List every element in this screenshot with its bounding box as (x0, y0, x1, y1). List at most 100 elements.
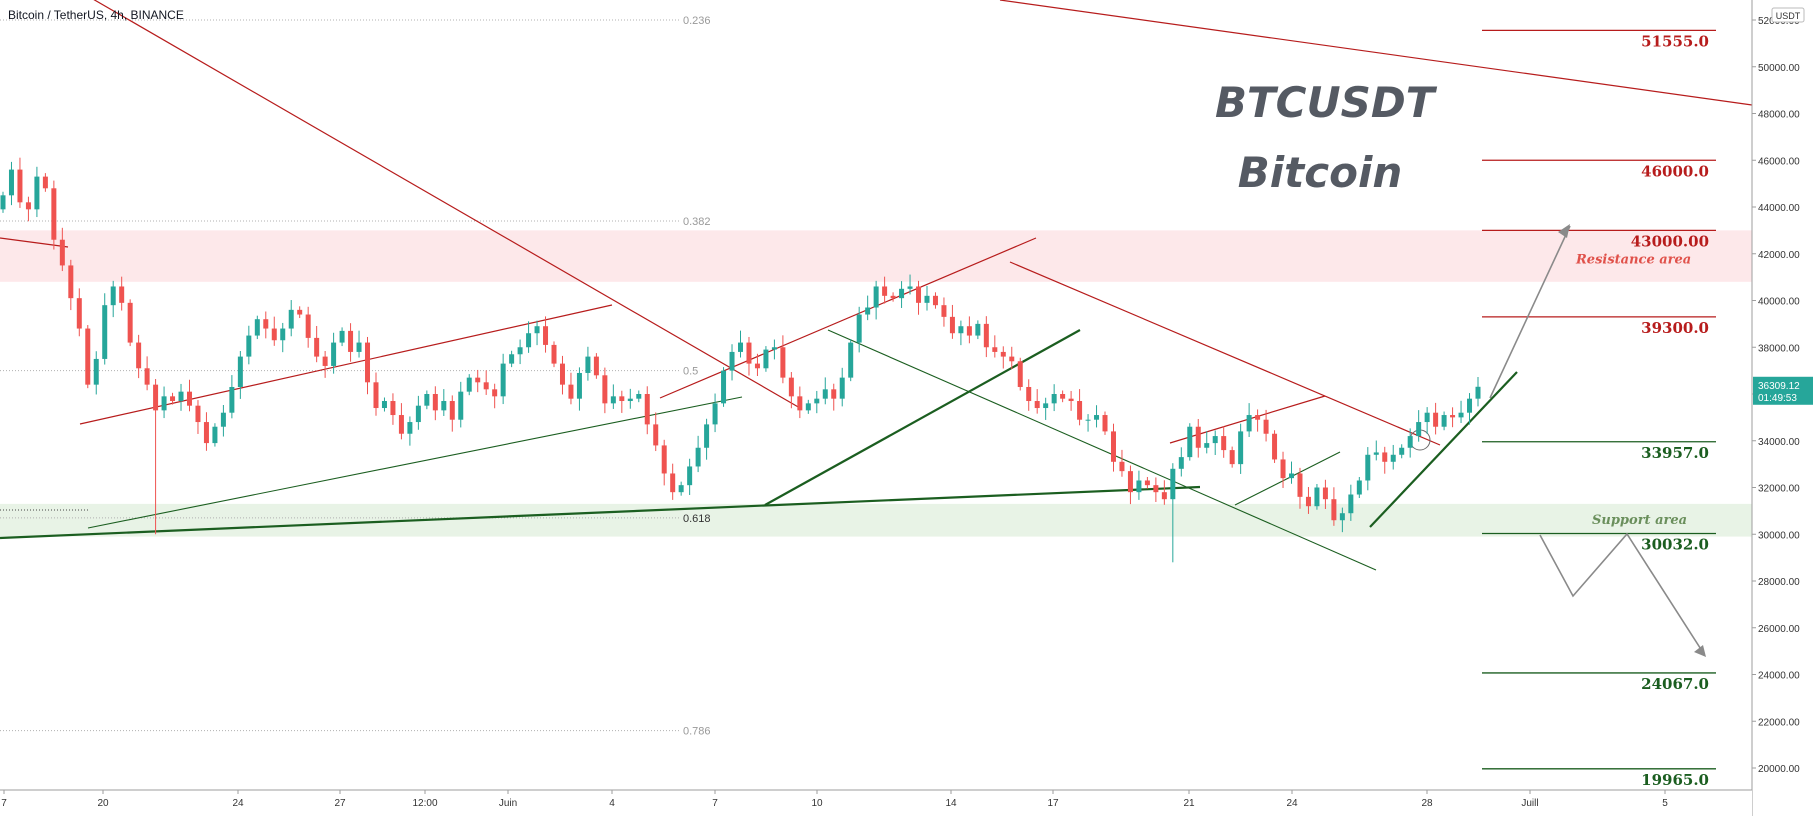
fib-label: 0.382 (683, 216, 711, 228)
candle (1390, 454, 1396, 462)
candle (848, 342, 854, 378)
time-tick-label: 4 (609, 798, 615, 809)
candle (76, 298, 82, 329)
price-tick-label: 50000.00 (1758, 63, 1800, 74)
time-tick-label: Juin (499, 798, 517, 809)
time-tick-label: 28 (1421, 798, 1433, 809)
candle (254, 319, 260, 336)
candle (356, 342, 362, 352)
candle (687, 466, 693, 486)
candle (1467, 398, 1473, 413)
candle (1009, 356, 1015, 362)
fib-label: 0.236 (683, 15, 711, 27)
currency-badge (1771, 7, 1805, 23)
candle (1280, 459, 1286, 479)
candle (1305, 496, 1311, 507)
candle (161, 396, 167, 411)
candle (526, 333, 532, 348)
candle (1373, 452, 1379, 455)
candle (670, 473, 676, 493)
time-axis: 7 20 24 27 12:00 Juin 4 7 10 14 17 21 24 28 Juill 5 (0, 789, 1752, 816)
time-axis-bg (0, 790, 1752, 816)
candle (619, 396, 625, 402)
candle (136, 342, 142, 369)
candle (297, 309, 303, 315)
fib-label: 0.5 (683, 366, 698, 378)
candle (42, 176, 48, 189)
candle (509, 354, 515, 364)
candle (1017, 361, 1023, 387)
candle (1085, 419, 1091, 421)
candle (144, 368, 150, 385)
candle (738, 342, 743, 352)
candle (237, 356, 243, 387)
candle (0, 195, 6, 210)
level-label: 43000.00 (1631, 232, 1709, 250)
time-tick-label: 12:00 (412, 798, 437, 809)
candle (1382, 452, 1388, 462)
candle (814, 398, 820, 404)
candle (271, 328, 277, 341)
candle (551, 344, 557, 364)
candle (1043, 403, 1049, 409)
time-tick-label: 14 (945, 798, 957, 809)
levels-layer: 51555.0 46000.0 43000.00 39300.0 33957.0 3003… (0, 29, 1716, 789)
candle (127, 302, 133, 343)
candle (966, 326, 972, 336)
price-tick-label: 46000.00 (1758, 156, 1800, 167)
candle (1204, 443, 1210, 448)
candle (1187, 426, 1193, 458)
time-tick-label: 20 (97, 798, 109, 809)
candle (110, 286, 116, 306)
resistance-zone-label: Resistance area (1575, 252, 1691, 267)
price-tick-label: 48000.00 (1758, 110, 1800, 121)
candle (712, 403, 718, 425)
candle (483, 382, 489, 390)
price-tick-label: 38000.00 (1758, 343, 1800, 354)
candle (263, 319, 269, 329)
candle (729, 351, 735, 371)
candle (93, 358, 99, 385)
candle (1229, 450, 1235, 465)
candle (348, 330, 354, 352)
candle (949, 316, 955, 334)
price-tick-label: 20000.00 (1758, 764, 1800, 775)
candle (534, 326, 540, 334)
candle (1238, 431, 1244, 465)
candle (890, 295, 896, 299)
level-label: 51555.0 (1641, 32, 1709, 50)
candle (203, 422, 209, 444)
time-tick-label: 21 (1183, 798, 1195, 809)
candle (831, 389, 837, 399)
candle (1110, 431, 1116, 462)
candle (941, 305, 947, 317)
candle (1365, 454, 1371, 481)
candle (992, 347, 998, 352)
trendline-descending-channel (1009, 261, 1441, 446)
candle (441, 401, 447, 411)
candle (576, 372, 582, 399)
currency-badge-label: USDT (1776, 11, 1801, 21)
candles-layer (0, 157, 1481, 563)
candle (458, 391, 464, 420)
candle (899, 288, 905, 299)
candle (1094, 415, 1100, 420)
candle (763, 349, 769, 369)
candle (500, 363, 506, 397)
candle (212, 426, 218, 444)
candle (1272, 433, 1278, 460)
price-tick-label: 42000.00 (1758, 250, 1800, 261)
candle (246, 335, 252, 357)
candle (25, 202, 31, 210)
candle (186, 391, 192, 406)
candle (822, 389, 828, 399)
candle (102, 305, 108, 359)
candle (220, 412, 226, 427)
level-label: 46000.0 (1641, 162, 1709, 180)
trendlines-layer (0, 0, 1753, 657)
candle (178, 391, 184, 402)
candle (754, 363, 760, 369)
symbol-header: Bitcoin / TetherUS, 4h, BINANCE (8, 8, 184, 22)
candle (1000, 351, 1006, 357)
